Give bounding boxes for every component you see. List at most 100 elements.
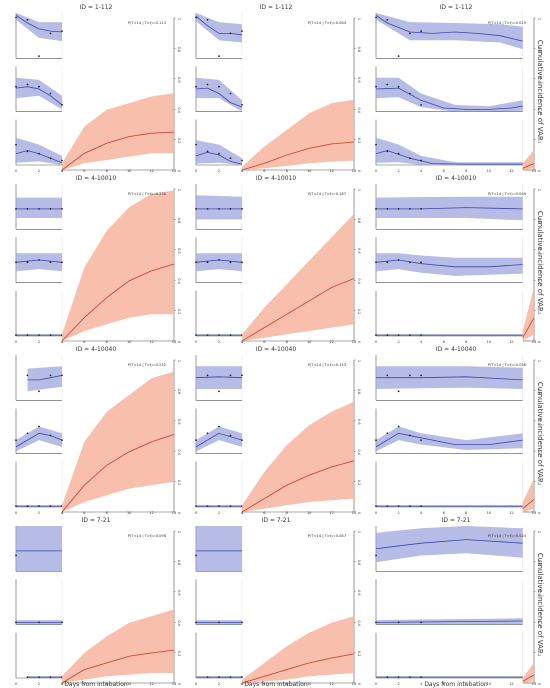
x-tick-label: 10 <box>127 682 131 686</box>
right-y-tick-label: 0.2 <box>537 138 541 144</box>
observed-point <box>409 92 411 95</box>
observed-point <box>15 85 17 88</box>
x-tick-label: 8 <box>286 169 288 173</box>
observed-point <box>26 374 29 377</box>
right-y-tick-label: 0.6 <box>177 248 181 254</box>
x-tick-label: 14 <box>352 340 357 344</box>
x-tick-label: 4 <box>61 511 64 515</box>
observed-point <box>397 208 400 210</box>
fitted-trajectory <box>375 620 523 623</box>
credible-band <box>196 195 242 220</box>
observed-point <box>218 676 220 678</box>
observed-point <box>61 208 63 210</box>
right-y-tick-label: 1 <box>357 360 361 362</box>
observed-point <box>420 334 422 336</box>
cif-band <box>62 609 174 683</box>
x-tick-label: 2 <box>397 340 399 344</box>
observed-point <box>397 676 400 678</box>
credible-band <box>376 13 523 50</box>
x-tick-label: 0 <box>375 682 377 686</box>
x-tick-label: 8 <box>465 511 467 515</box>
right-y-tick-label: 0.4 <box>357 278 361 284</box>
x-tick-label: 0 <box>15 169 17 173</box>
x-tick-label: 2 <box>218 340 220 344</box>
right-y-tick-label: 1 <box>357 18 361 20</box>
x-tick-label: 2 <box>397 682 399 686</box>
cif-curve <box>241 141 355 171</box>
observed-point <box>375 334 377 336</box>
observed-point <box>409 261 411 264</box>
observed-point <box>241 261 243 264</box>
x-tick-label: 4 <box>420 340 423 344</box>
credible-band <box>376 137 523 165</box>
observed-point <box>218 390 220 393</box>
observed-point <box>38 505 40 507</box>
panel-title: ID = 4-10010 <box>76 175 116 182</box>
cif-band <box>62 190 174 341</box>
credible-band <box>376 526 523 563</box>
observed-point <box>38 85 40 88</box>
x-tick-label: 4 <box>61 169 64 173</box>
observed-point <box>375 208 377 210</box>
observed-point <box>195 208 197 210</box>
right-y-tick-label: 1 <box>177 531 181 533</box>
right-y-tick-label: 0.6 <box>537 419 541 425</box>
observed-point <box>38 259 40 261</box>
conditional-probability: P(T<14 | T>t)=0.019 <box>488 21 527 25</box>
observed-point <box>218 259 220 261</box>
observed-point <box>206 374 209 377</box>
observed-point <box>397 621 400 624</box>
observed-point <box>218 334 220 336</box>
observed-point <box>241 621 243 624</box>
cif-band <box>522 149 534 170</box>
fitted-trajectory <box>195 15 243 36</box>
observed-point <box>420 439 422 441</box>
conditional-probability: P(T<14 | T>t)=0.187 <box>308 192 346 196</box>
cif-curve <box>241 278 355 342</box>
observed-point <box>26 334 29 336</box>
observed-point <box>195 85 197 88</box>
x-tick-label: 0 <box>375 340 377 344</box>
x-tick-label: 4 <box>241 682 244 686</box>
x-tick-label: 6 <box>443 682 445 686</box>
observed-point <box>229 505 232 507</box>
observed-point <box>61 439 63 441</box>
observed-point <box>206 18 209 21</box>
x-tick-label: 14 <box>532 340 537 344</box>
right-y-tick-label: 0.8 <box>537 218 541 224</box>
observed-point <box>49 32 52 35</box>
observed-point <box>420 30 422 32</box>
observed-point <box>386 83 389 86</box>
x-tick-label: 0 <box>15 340 17 344</box>
observed-point <box>61 261 63 264</box>
credible-band <box>376 196 523 221</box>
cif-curve <box>522 163 535 169</box>
observed-point <box>241 208 243 210</box>
x-tick-label: 2 <box>218 169 220 173</box>
observed-point <box>386 18 389 21</box>
x-tick-label: 0 <box>375 511 377 515</box>
right-y-tick-label: 0.8 <box>177 218 181 224</box>
x-tick-label: 6 <box>443 511 445 515</box>
right-y-tick-label: 0 <box>357 683 361 685</box>
x-tick-label: 8 <box>106 682 108 686</box>
x-tick-label: 14 <box>532 682 537 686</box>
fitted-trajectory <box>195 151 243 165</box>
observed-point <box>241 159 243 162</box>
x-tick-label: 0 <box>195 169 197 173</box>
x-tick-label: 4 <box>61 682 64 686</box>
x-tick-label: 12 <box>149 169 153 173</box>
observed-point <box>38 208 40 210</box>
right-y-tick-label: 0.4 <box>177 107 181 113</box>
observed-point <box>26 150 29 153</box>
x-tick-label: 2 <box>397 169 399 173</box>
observed-point <box>49 208 52 210</box>
fitted-trajectory <box>375 259 523 268</box>
cif-band <box>522 287 534 341</box>
x-tick-label: 8 <box>106 511 108 515</box>
cif-band <box>242 401 354 512</box>
